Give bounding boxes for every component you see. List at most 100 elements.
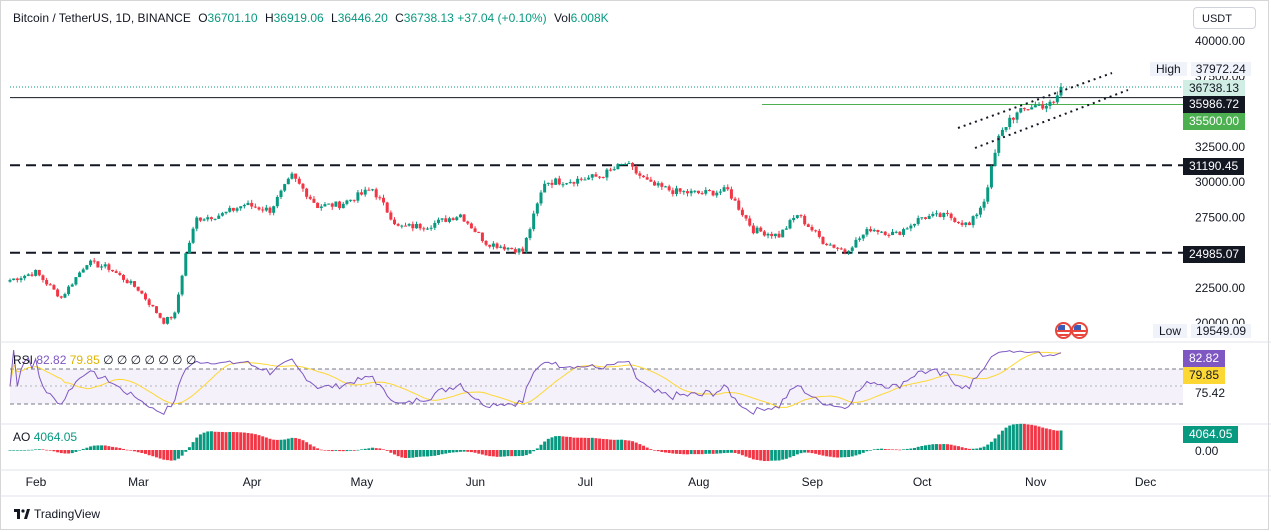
candle-body [67, 286, 71, 295]
ao-bar [1030, 424, 1034, 450]
candle-body [305, 188, 309, 197]
time-tick-label: Apr [243, 475, 262, 489]
ao-bar [338, 450, 342, 452]
tradingview-brand[interactable]: TradingView [14, 507, 100, 521]
ao-bar [23, 450, 27, 451]
candle-body [543, 183, 547, 193]
ao-bar [927, 444, 931, 450]
candle-body [598, 176, 602, 178]
ao-bar [257, 435, 261, 450]
candle-body [744, 215, 748, 219]
us-flag-event-icon[interactable] [1055, 322, 1072, 339]
ao-bar [352, 450, 356, 451]
candle-body [872, 229, 876, 232]
candle-body [147, 299, 151, 305]
ao-bar [920, 446, 924, 450]
ao-bar [250, 433, 254, 450]
candle-body [297, 178, 301, 184]
candle-body [869, 229, 873, 232]
candle-body [1026, 109, 1030, 111]
candle-body [817, 230, 821, 237]
currency-button[interactable]: USDT [1193, 7, 1256, 29]
candle-body [693, 190, 697, 192]
ao-bar [865, 450, 869, 452]
ao-bar [499, 450, 503, 457]
candle-body [70, 284, 74, 287]
ao-bar [770, 450, 774, 461]
high-marker-value: 37972.24 [1190, 62, 1251, 76]
candle-body [169, 317, 173, 319]
ao-bar [938, 444, 942, 450]
candle-body [876, 229, 880, 233]
candle-body [334, 201, 338, 207]
candle-body [612, 169, 616, 171]
ao-bar [360, 449, 364, 450]
candle-body [583, 179, 587, 181]
ao-bar [228, 431, 232, 450]
ao-bar [418, 450, 422, 457]
candle-body [81, 269, 85, 273]
rsi-tag: 82.82 [1183, 350, 1226, 367]
candle-body [920, 217, 924, 219]
ohlc-legend: Bitcoin / TetherUS, 1D, BINANCE O36701.1… [13, 11, 609, 25]
ao-bar [37, 449, 41, 450]
ao-bar [847, 450, 851, 458]
us-flag-event-icon[interactable] [1071, 322, 1088, 339]
candle-body [37, 269, 41, 276]
candle-body [733, 198, 737, 201]
ao-bar [674, 450, 678, 454]
ao-bar [414, 450, 418, 458]
ao-bar [788, 450, 792, 458]
time-tick-label: Aug [688, 475, 709, 489]
ao-bar [649, 449, 653, 450]
candle-body [616, 164, 620, 170]
candle-body [858, 238, 862, 240]
candle-body [539, 192, 543, 204]
ao-bar [634, 442, 638, 450]
ao-bar [385, 450, 389, 451]
ao-bar [777, 450, 781, 461]
ao-bar [111, 446, 115, 450]
candle-body [499, 246, 503, 248]
candle-body [133, 281, 137, 287]
candle-body [319, 206, 323, 209]
candle-body [1037, 104, 1041, 106]
candle-body [78, 272, 82, 278]
ao-bar [1033, 425, 1037, 450]
candle-body [469, 223, 473, 229]
ao-bar [543, 441, 547, 450]
candle-body [96, 261, 100, 268]
candle-body [799, 215, 803, 217]
candle-body [956, 222, 960, 224]
candle-body [1048, 101, 1052, 106]
ao-bar [67, 450, 71, 454]
candle-body [887, 234, 891, 236]
ao-bar [1015, 424, 1019, 450]
candle-body [986, 187, 990, 202]
ao-bar [1022, 423, 1026, 450]
ao-bar [451, 450, 455, 453]
candle-body [711, 190, 715, 196]
candle-body [535, 203, 539, 214]
ao-bar [590, 437, 594, 450]
ao-bar [301, 440, 305, 450]
candle-body [667, 186, 671, 191]
candle-body [781, 229, 785, 238]
time-tick-label: Mar [128, 475, 149, 489]
candle-body [810, 226, 814, 231]
candle-body [180, 275, 184, 295]
close-value: 36738.13 [403, 11, 454, 25]
ao-bar [56, 450, 60, 453]
candle-body [715, 192, 719, 196]
candle-body [751, 225, 755, 234]
candle-body [165, 317, 169, 324]
candle-body [1019, 108, 1023, 113]
candle-body [327, 203, 331, 205]
ao-bar [766, 450, 770, 462]
ao-bar [469, 450, 473, 453]
ao-bar [740, 450, 744, 456]
candle-body [264, 207, 268, 211]
ao-bar [653, 450, 657, 451]
ao-bar [411, 450, 415, 458]
